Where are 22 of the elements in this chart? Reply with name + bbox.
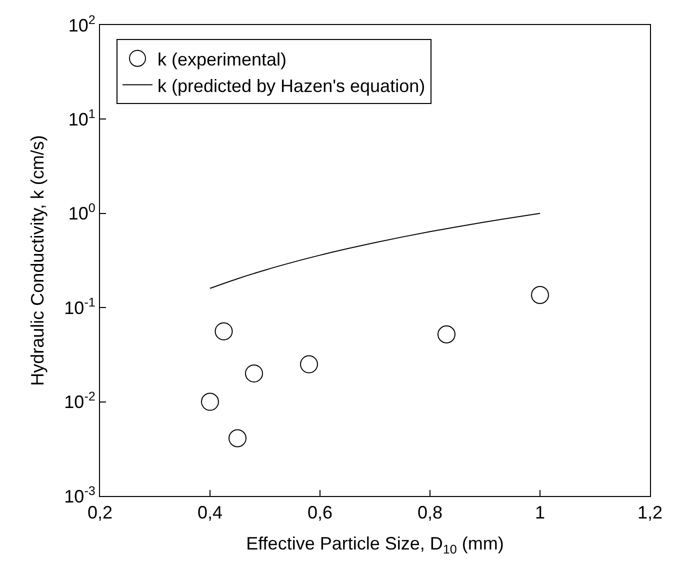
point [214, 322, 233, 340]
y-tick-label: 10$^{0}$ [68, 201, 96, 224]
point [438, 325, 456, 344]
point [300, 355, 318, 374]
y-axis-title: Hydraulic Conductivity, k (cm/s) [27, 135, 48, 386]
x-axis-title: Effective Particle Size, D$_{10}$ (mm) [246, 534, 504, 556]
point [245, 364, 263, 382]
legend-label: k (experimental) [158, 49, 287, 70]
x-tick-label: 1,2 [637, 502, 663, 523]
x-tick-label: 1 [534, 502, 546, 523]
point [201, 392, 219, 411]
point [531, 286, 549, 304]
y-tick-label: 10$^{1}$ [68, 106, 96, 130]
y-tick-label: 10$^{2}$ [68, 12, 96, 36]
y-tick-label: 10$^{-1}$ [64, 295, 96, 318]
line-series [210, 212, 540, 289]
y-tick-label: 10$^{-2}$ [64, 390, 96, 412]
x-tick-label: 0,6 [307, 502, 333, 523]
x-tick-label: 0,8 [417, 502, 443, 523]
x-tick-label: 0,4 [197, 502, 223, 523]
point [228, 429, 246, 448]
legend-label: k (predicted by Hazen's equation) [158, 76, 426, 96]
